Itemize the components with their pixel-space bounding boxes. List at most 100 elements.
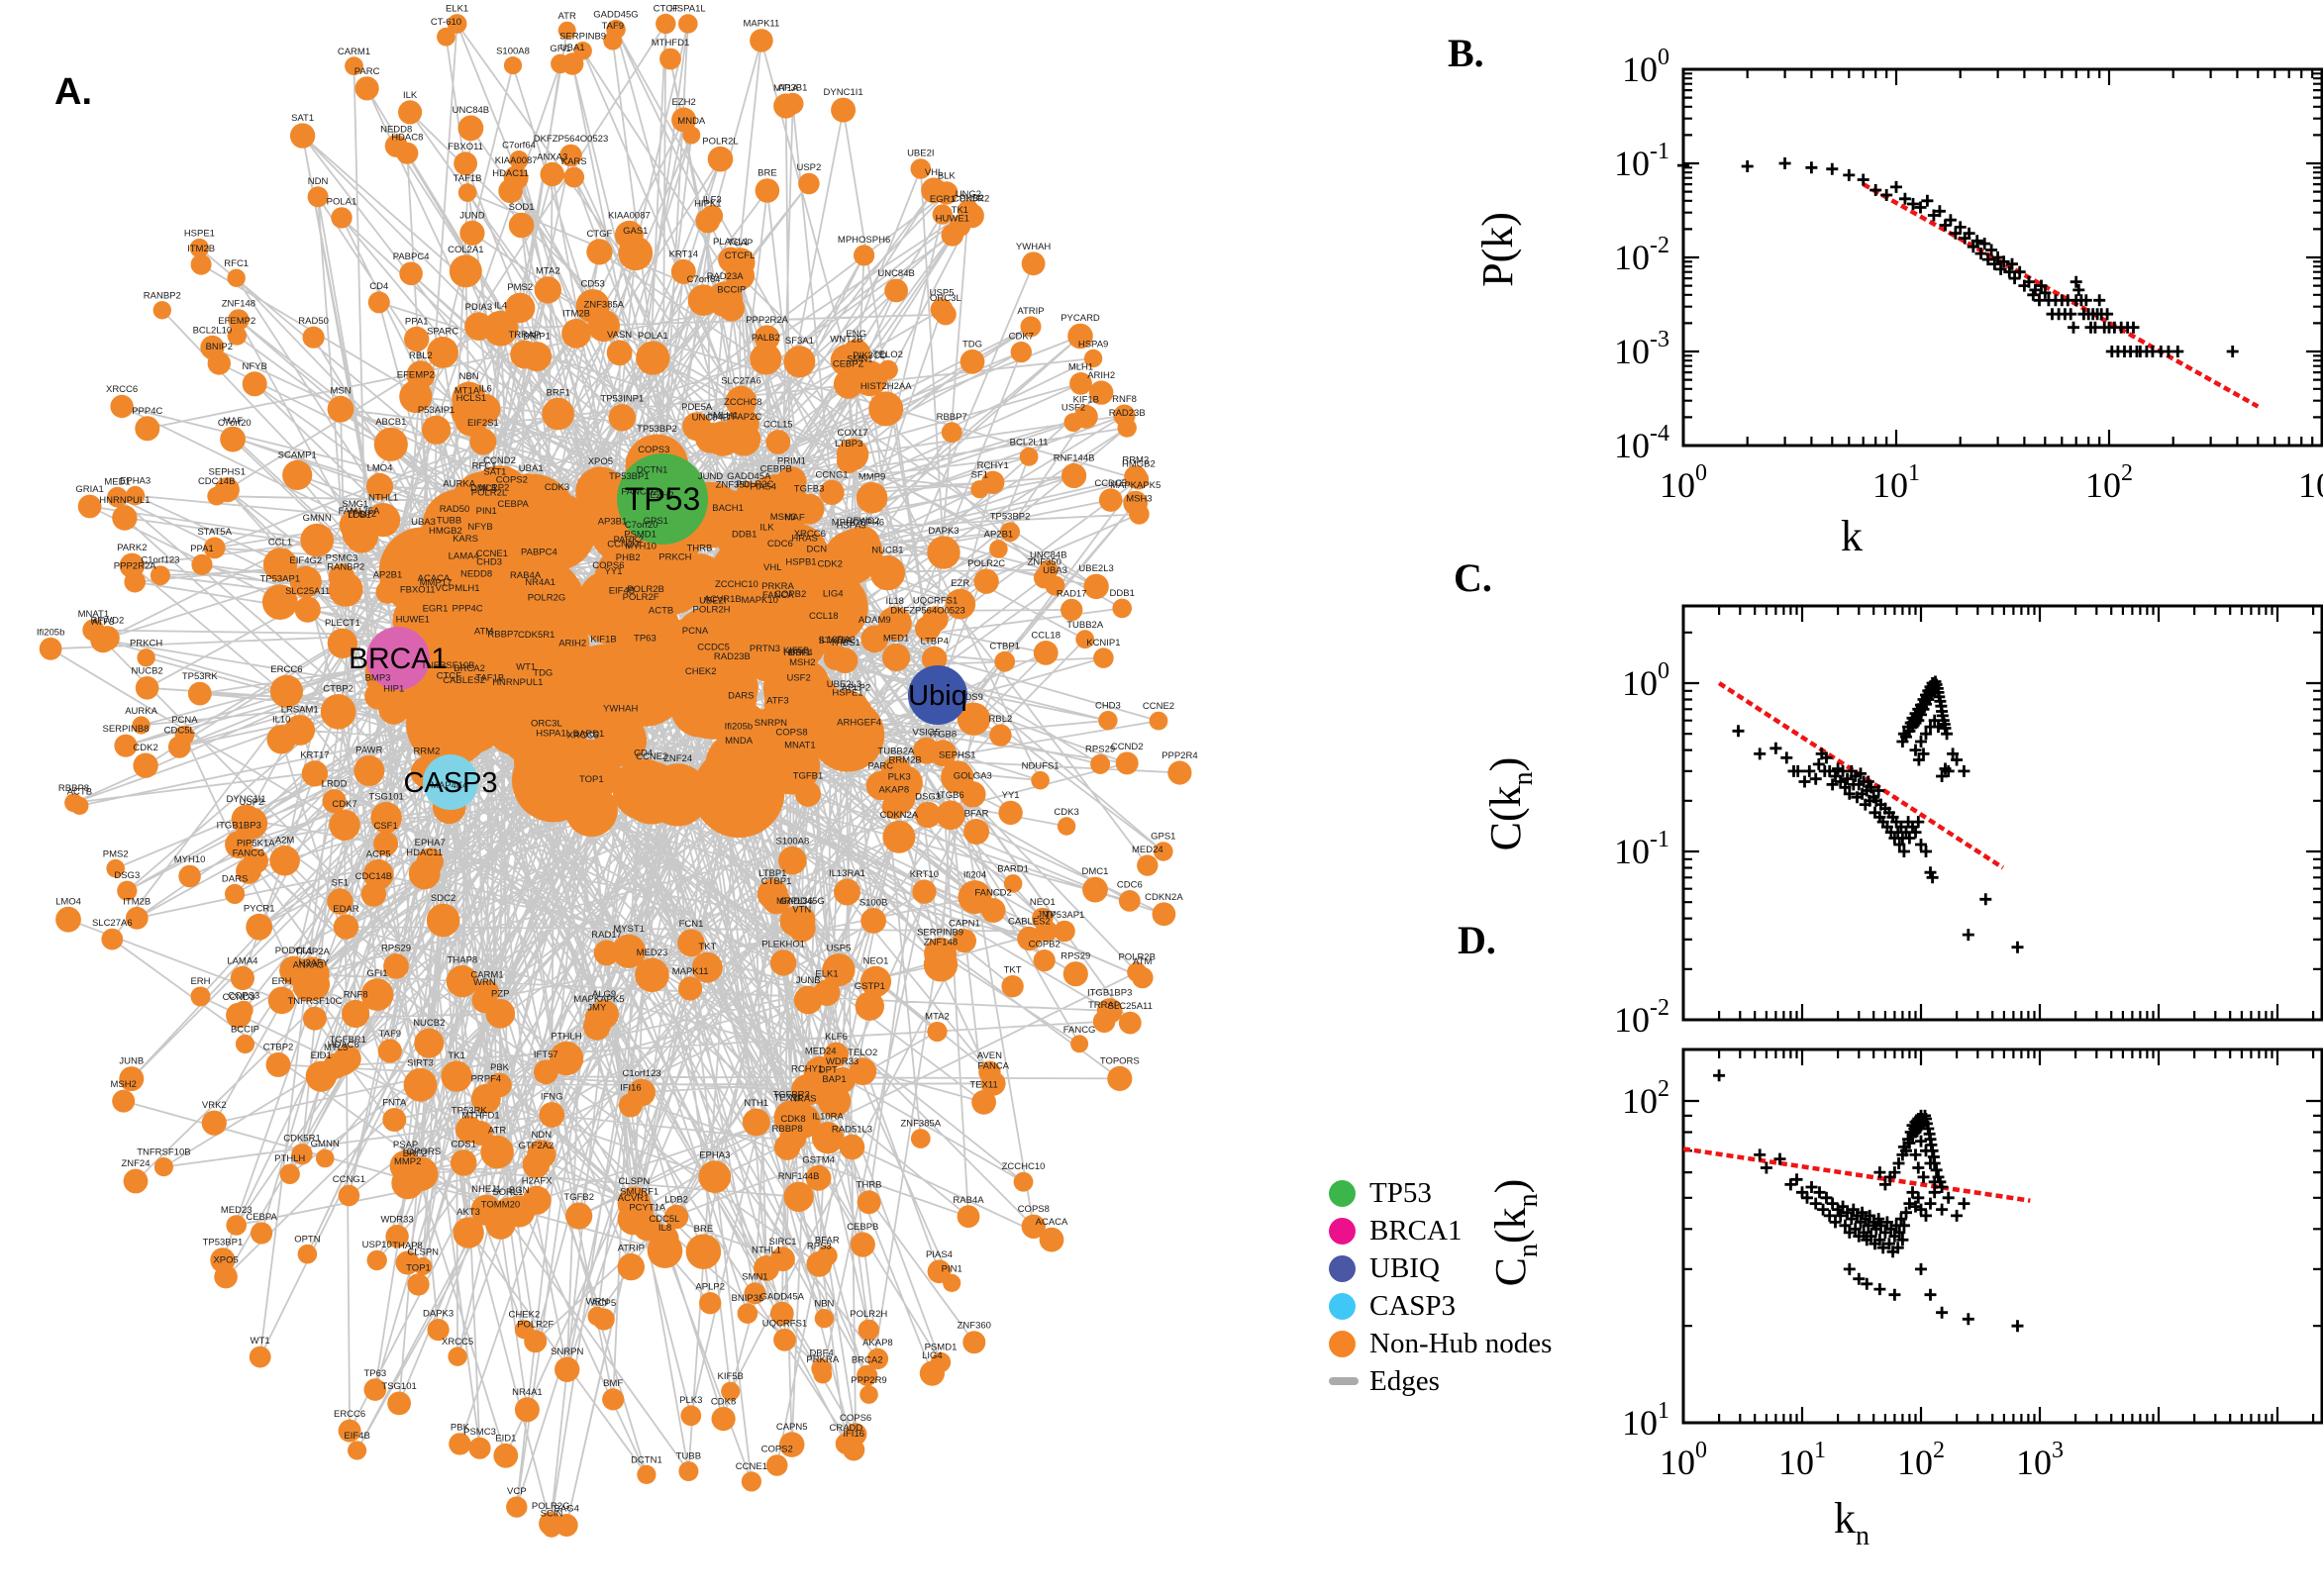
network-node-label: BFAR — [815, 1236, 840, 1247]
network-node — [447, 14, 467, 34]
network-node-label: VTN — [792, 904, 811, 915]
network-node-label: RAD51L3 — [832, 1124, 872, 1135]
network-node — [471, 1083, 501, 1114]
network-node-label: IFT57 — [534, 1049, 558, 1060]
network-node — [628, 1078, 656, 1107]
network-node — [952, 929, 977, 953]
network-node-labels: MLH1 RAD50 MSH2 ATM BRCA2 CHEK2 WT1 ATF3 CTCF EZH… — [37, 3, 1198, 1519]
y-axis-title: Cn(kn) — [1486, 1179, 1544, 1287]
network-node-label: C7orf20 — [218, 418, 252, 429]
network-node-label: HSPE1 — [832, 688, 862, 699]
network-node-label: SIRT3 — [407, 1057, 434, 1068]
network-node-label: TGFB3 — [794, 483, 825, 494]
network-node-label: C1orf123 — [622, 1068, 660, 1079]
network-node-label: CD4 — [634, 748, 653, 759]
network-node-label: TEX11 — [774, 1093, 802, 1104]
network-node — [754, 1255, 779, 1281]
network-node-label: PTHLH — [274, 1153, 305, 1164]
network-node-label: RANBP2 — [327, 562, 364, 573]
network-node — [989, 540, 1008, 558]
network-node — [636, 341, 670, 375]
network-node-label: CDC14B — [355, 871, 393, 882]
network-node — [119, 1066, 145, 1092]
network-node-label: EPHA3 — [120, 475, 151, 486]
network-node-label: USP5 — [827, 944, 852, 954]
network-node — [589, 999, 619, 1030]
network-node-label: RRM2 — [413, 746, 440, 756]
network-node-label: RAB4A — [953, 1195, 984, 1206]
network-node — [1154, 842, 1173, 861]
network-node-label: HIPK1 — [783, 648, 810, 658]
network-node-label: HSPA9 — [836, 520, 865, 531]
network-node — [836, 438, 869, 471]
network-node-label: POLR2G — [528, 592, 566, 603]
network-node-label: PZP — [491, 989, 509, 1000]
network-node-label: CDC6 — [767, 539, 793, 549]
network-node-label: BCCIP — [717, 285, 746, 296]
network-node-label: KLF6 — [825, 1032, 848, 1043]
network-node — [1118, 1011, 1142, 1035]
network-node-label: IFNG — [541, 1092, 563, 1103]
network-node-label: RNF8 — [344, 989, 368, 1000]
network-node — [586, 239, 613, 265]
network-node-label: CRADD — [830, 1423, 863, 1434]
network-node-label: EIF4B — [609, 586, 635, 597]
network-node — [765, 430, 791, 454]
network-node-label: TDG — [962, 339, 982, 349]
network-node — [485, 999, 516, 1029]
network-node — [813, 1364, 833, 1384]
network-node — [200, 335, 225, 359]
network-node-label: RFC1 — [472, 461, 497, 472]
network-node — [659, 48, 681, 70]
network-node-label: VCP — [436, 583, 455, 594]
network-node — [957, 1205, 980, 1229]
network-node-label: TP53RK — [452, 1106, 488, 1117]
network-node-label: WDR33 — [380, 1215, 413, 1226]
network-node-label: KIAA0087 — [495, 155, 538, 166]
network-node — [354, 76, 379, 101]
network-node-label: TGFBR3 — [772, 1090, 809, 1101]
network-node-label: BFAR — [964, 809, 989, 820]
network-node-label: KARS — [561, 156, 587, 167]
network-node-label: ERCC6 — [334, 1409, 365, 1420]
network-node-label: GFI1 — [550, 44, 570, 54]
network-node — [834, 878, 860, 906]
network-node-label: EPHA3 — [699, 1150, 730, 1161]
network-node-label: PRKRA — [761, 581, 794, 592]
network-node-label: PRKCH — [130, 639, 162, 649]
network-node — [294, 596, 321, 623]
network-node-label: YWHAH — [603, 704, 639, 715]
network-node — [805, 1164, 832, 1191]
network-node-label: PLEKHO1 — [761, 940, 805, 950]
network-node-label: HMGB2 — [1122, 458, 1156, 469]
network-node-label: MYST1 — [613, 924, 645, 935]
network-node-label: LTBP4 — [921, 636, 949, 647]
network-node-label: RAB4A — [510, 570, 542, 581]
network-node — [927, 1021, 948, 1043]
network-node — [1089, 380, 1114, 405]
network-node-label: EID1 — [495, 1433, 516, 1444]
network-node-label: POLA1 — [327, 197, 357, 208]
network-node — [282, 459, 313, 490]
network-node-label: HSPE1 — [184, 229, 215, 240]
network-node-label: MRPL36 — [776, 896, 813, 907]
network-node — [348, 1441, 367, 1460]
network-legend: TP53 BRCA1 UBIQ CASP3 Non-Hub nodes Edges — [1329, 1174, 1552, 1400]
network-node-label: GTF2A2 — [518, 1141, 554, 1151]
network-node — [370, 802, 402, 834]
network-node-label: GADD45A — [727, 471, 771, 482]
network-node-label: SMURF1 — [620, 1186, 658, 1197]
network-node-label: OS9 — [964, 692, 983, 703]
network-node-label: CDKN2A — [880, 810, 919, 821]
network-node-label: H2AFX — [522, 1175, 553, 1186]
network-node-label: IL6 — [479, 384, 492, 395]
network-node-label: MED23 — [637, 948, 668, 958]
network-node-label: ELK1 — [815, 969, 838, 980]
network-node — [227, 268, 246, 287]
plot-frame — [1681, 1047, 2323, 1425]
network-node — [618, 236, 654, 271]
y-axis-title: C(kn) — [1481, 757, 1539, 851]
network-node-label: ARIH2 — [558, 638, 586, 648]
